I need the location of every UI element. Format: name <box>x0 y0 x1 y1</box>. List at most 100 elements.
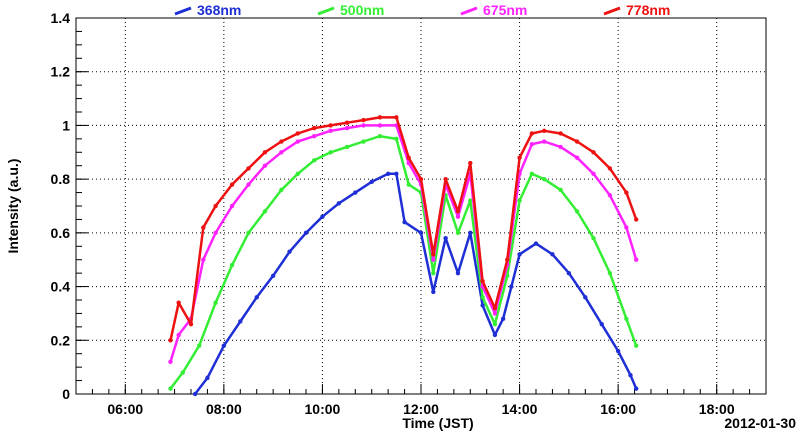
data-point <box>558 131 563 136</box>
data-point <box>197 343 202 348</box>
data-point <box>591 236 596 241</box>
data-point <box>369 179 374 185</box>
data-point <box>529 171 535 176</box>
data-point <box>574 155 580 160</box>
data-point <box>229 262 235 268</box>
data-point <box>599 321 604 327</box>
legend-swatch <box>603 6 621 16</box>
x-tick-label: 16:00 <box>600 401 636 417</box>
data-point <box>634 343 639 348</box>
data-point <box>529 131 535 136</box>
data-point <box>229 203 235 209</box>
y-tick-label: 0.8 <box>51 171 71 187</box>
data-point <box>624 190 629 195</box>
legend-swatch <box>317 6 335 16</box>
data-point <box>254 295 259 300</box>
data-point <box>455 270 461 276</box>
data-point <box>394 171 399 176</box>
data-point <box>344 144 350 150</box>
y-tick-label: 0.2 <box>51 332 71 348</box>
legend-swatch <box>174 6 192 16</box>
data-point <box>328 128 333 133</box>
series-line <box>169 124 638 363</box>
data-point <box>312 133 317 139</box>
data-point <box>517 252 522 257</box>
data-point <box>505 273 510 279</box>
data-point <box>574 139 580 144</box>
data-point <box>406 182 411 187</box>
data-point <box>455 214 461 219</box>
x-tick-label: 18:00 <box>699 401 735 417</box>
x-tick-label: 08:00 <box>206 401 242 417</box>
y-tick-label: 1.4 <box>51 10 71 26</box>
data-points <box>168 115 639 397</box>
data-point <box>468 160 473 166</box>
data-point <box>385 171 391 176</box>
data-point <box>344 120 350 125</box>
data-point <box>262 163 268 168</box>
data-point <box>377 133 383 139</box>
data-point <box>529 142 535 147</box>
data-point <box>377 115 383 120</box>
y-axis-title: Intensity (a.u.) <box>5 159 21 254</box>
data-point <box>262 150 268 155</box>
data-point <box>443 176 448 182</box>
data-point <box>279 187 284 193</box>
data-point <box>402 219 407 225</box>
data-point <box>566 270 572 276</box>
data-point <box>295 131 300 136</box>
data-point <box>628 373 633 378</box>
data-point <box>558 187 563 193</box>
data-point <box>431 289 436 295</box>
data-point <box>270 273 276 279</box>
data-point <box>336 201 342 206</box>
data-point <box>328 123 333 128</box>
tick-labels: 06:00 08:00 10:00 12:00 14:00 16:00 18:00 0 0.2 0… <box>51 10 735 417</box>
data-point <box>591 150 596 155</box>
series-500nm <box>168 133 639 391</box>
data-point <box>377 123 383 128</box>
data-point <box>615 348 621 354</box>
data-point <box>542 128 547 133</box>
data-point <box>455 230 461 236</box>
data-point <box>201 257 206 262</box>
x-tick-label: 12:00 <box>403 401 439 417</box>
x-axis-title: Time (JST) <box>402 415 473 431</box>
data-point <box>542 139 547 144</box>
data-point <box>509 284 514 289</box>
data-point <box>213 300 218 305</box>
data-point <box>279 150 284 155</box>
data-point <box>221 343 227 348</box>
data-point <box>201 225 206 230</box>
data-point <box>188 321 194 327</box>
data-point <box>492 332 498 338</box>
x-tick-label: 06:00 <box>107 401 143 417</box>
data-point <box>229 182 235 187</box>
data-point <box>295 171 300 176</box>
data-point <box>176 332 181 338</box>
data-point <box>634 217 639 222</box>
data-point <box>455 209 461 214</box>
data-point <box>418 176 424 182</box>
data-point <box>443 236 448 241</box>
data-point <box>344 125 350 131</box>
data-point <box>168 359 173 364</box>
data-point <box>624 225 629 230</box>
data-point <box>505 257 510 262</box>
date-label: 2012-01-30 <box>724 415 796 431</box>
y-tick-label: 1 <box>62 117 70 133</box>
data-point <box>394 115 399 120</box>
data-point <box>418 230 424 236</box>
data-point <box>213 203 218 209</box>
data-point <box>492 321 498 327</box>
data-point <box>295 139 300 144</box>
data-point <box>320 214 325 219</box>
x-tick-label: 14:00 <box>502 401 538 417</box>
data-point <box>480 295 485 300</box>
data-point <box>574 209 580 214</box>
data-point <box>431 252 436 257</box>
legend-label: 778nm <box>626 2 670 18</box>
data-point <box>279 139 284 144</box>
series-778nm <box>168 115 639 343</box>
